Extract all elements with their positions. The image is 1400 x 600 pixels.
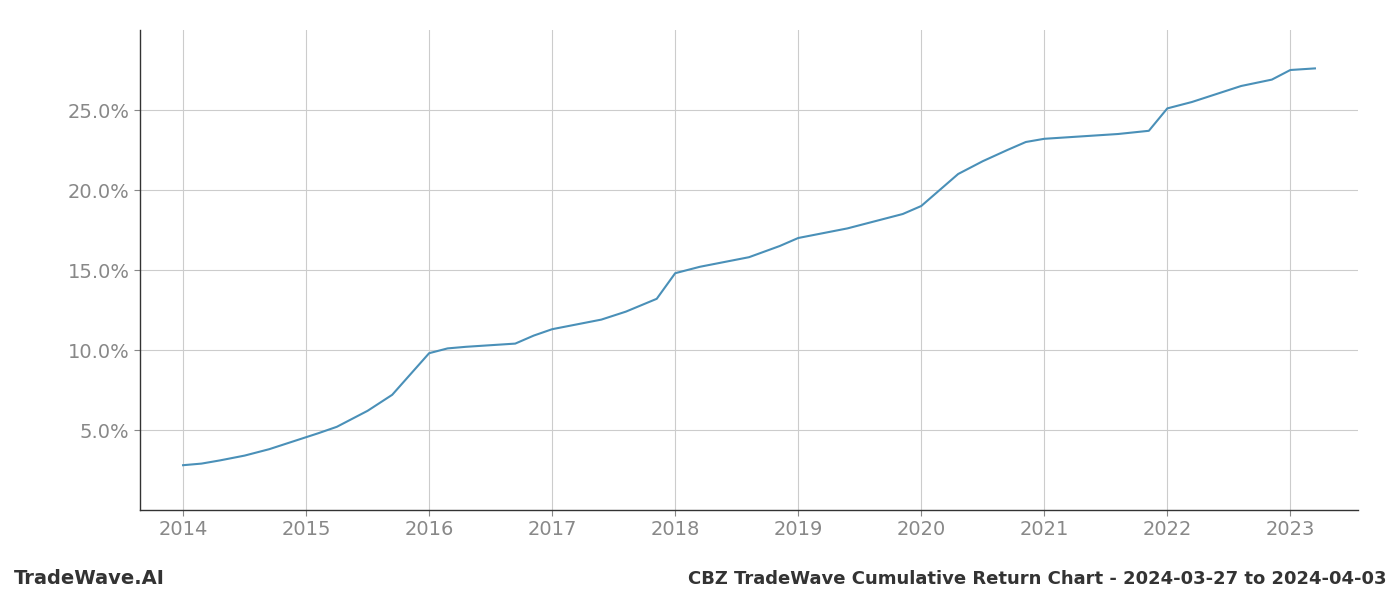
Text: CBZ TradeWave Cumulative Return Chart - 2024-03-27 to 2024-04-03: CBZ TradeWave Cumulative Return Chart - … <box>687 570 1386 588</box>
Text: TradeWave.AI: TradeWave.AI <box>14 569 165 588</box>
